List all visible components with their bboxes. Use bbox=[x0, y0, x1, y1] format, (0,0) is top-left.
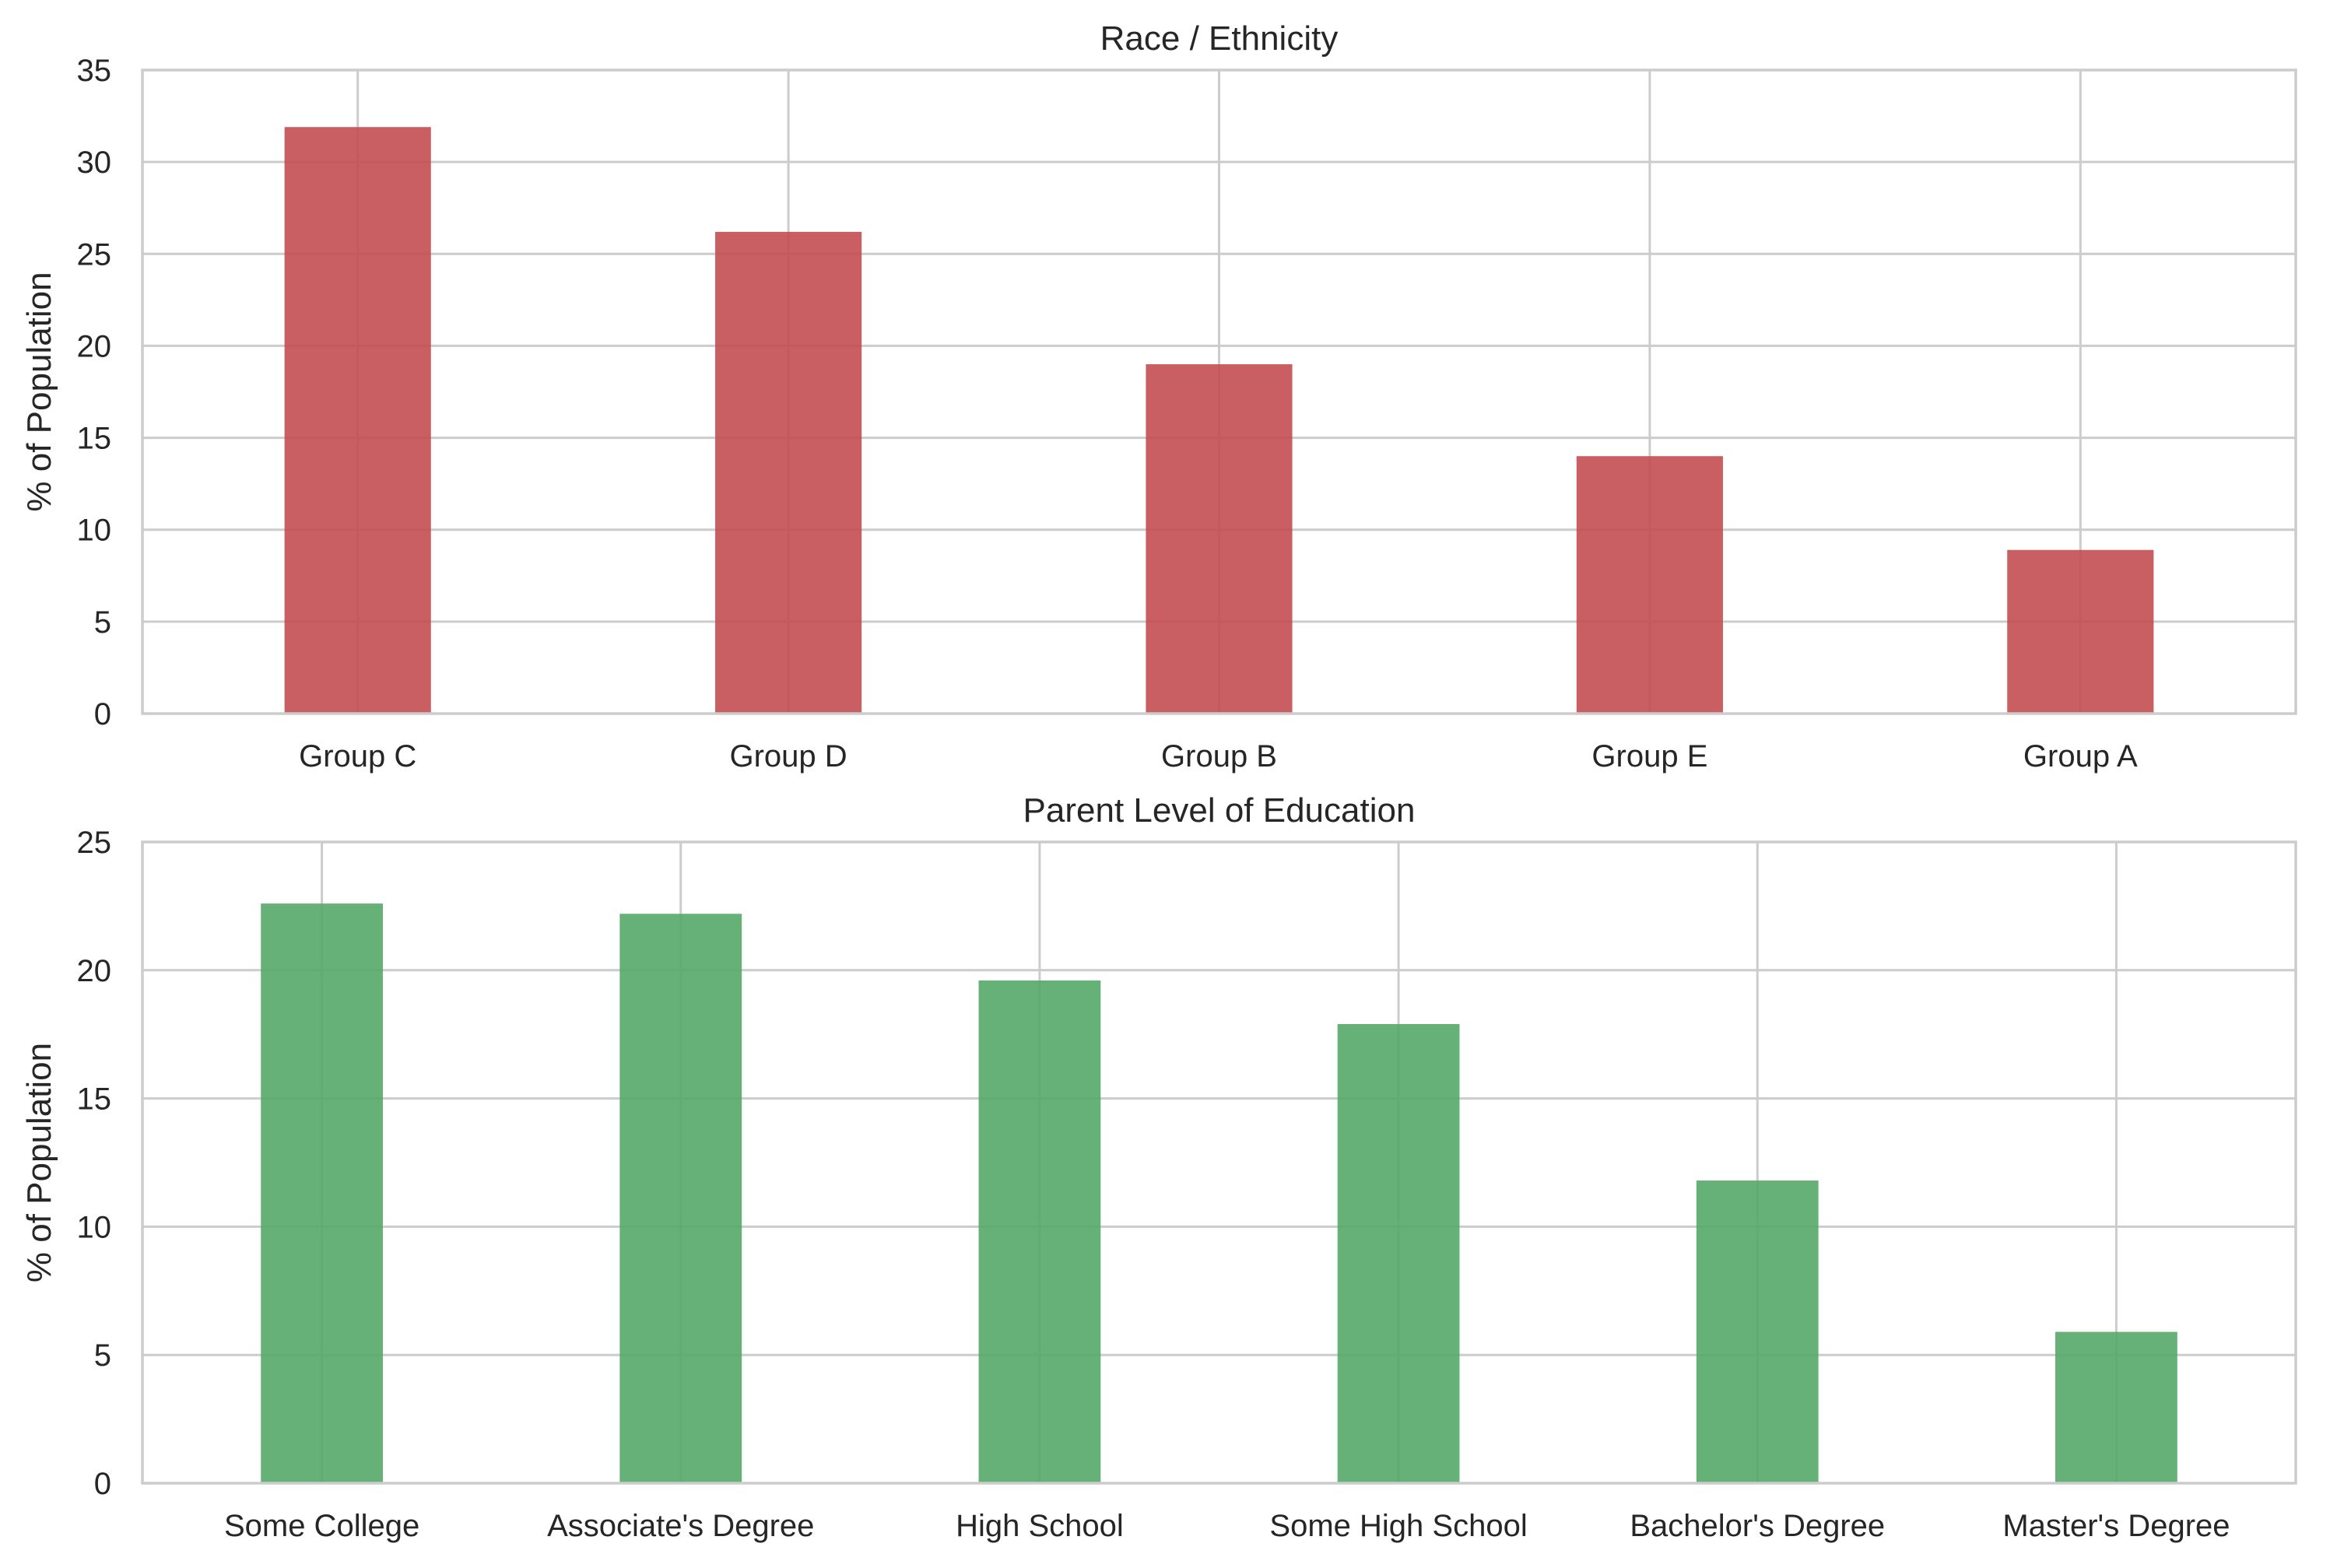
y-axis-label: % of Population bbox=[20, 1043, 58, 1282]
bar-some-high-school bbox=[1337, 1024, 1460, 1483]
chart-title: Race / Ethnicity bbox=[1100, 19, 1339, 58]
y-tick-label: 25 bbox=[77, 237, 112, 272]
x-tick-label: Associate's Degree bbox=[547, 1509, 814, 1543]
y-tick-label: 30 bbox=[77, 146, 112, 180]
bar-group-c bbox=[284, 127, 431, 714]
bar-bachelor-s-degree bbox=[1696, 1180, 1819, 1483]
y-tick-label: 0 bbox=[94, 1467, 111, 1501]
x-tick-label: High School bbox=[956, 1509, 1124, 1543]
x-tick-label: Group D bbox=[730, 739, 847, 773]
grid bbox=[142, 68, 2296, 715]
x-tick-label: Master's Degree bbox=[2002, 1509, 2230, 1543]
x-tick-label: Group C bbox=[299, 739, 416, 773]
bar-group-a bbox=[2007, 549, 2154, 714]
x-tick-label: Some College bbox=[224, 1509, 419, 1543]
y-tick-label: 5 bbox=[94, 605, 111, 640]
x-tick-label: Group A bbox=[2023, 739, 2138, 773]
bar-group-b bbox=[1146, 364, 1293, 714]
y-tick-label: 10 bbox=[77, 1210, 112, 1244]
y-tick-label: 0 bbox=[94, 697, 111, 731]
y-tick-label: 25 bbox=[77, 826, 112, 860]
parent-education-chart: Parent Level of Education % of Populatio… bbox=[20, 791, 2297, 1543]
y-tick-label: 5 bbox=[94, 1338, 111, 1373]
axes-frame bbox=[141, 68, 2297, 715]
grid bbox=[142, 840, 2296, 1485]
y-tick-label: 20 bbox=[77, 329, 112, 363]
y-tick-labels: 0 5 10 15 20 25 bbox=[77, 826, 112, 1501]
y-tick-label: 15 bbox=[77, 1082, 112, 1117]
chart-title: Parent Level of Education bbox=[1023, 791, 1416, 830]
x-tick-labels: Group C Group D Group B Group E Group A bbox=[299, 739, 2138, 773]
x-tick-label: Group E bbox=[1591, 739, 1707, 773]
y-tick-label: 35 bbox=[77, 54, 112, 88]
x-tick-label: Bachelor's Degree bbox=[1630, 1509, 1885, 1543]
y-tick-label: 20 bbox=[77, 954, 112, 988]
y-tick-label: 15 bbox=[77, 422, 112, 456]
bars bbox=[261, 903, 2177, 1483]
bar-associate-s-degree bbox=[619, 914, 742, 1483]
x-tick-label: Group B bbox=[1161, 739, 1277, 773]
race-ethnicity-chart: Race / Ethnicity % of Population 0 5 10 15 2… bbox=[20, 19, 2297, 773]
x-tick-label: Some High School bbox=[1269, 1509, 1527, 1543]
bar-master-s-degree bbox=[2055, 1331, 2177, 1483]
y-axis-label: % of Population bbox=[20, 272, 58, 511]
x-tick-labels: Some College Associate's Degree High Schoo… bbox=[224, 1509, 2230, 1543]
bar-some-college bbox=[261, 903, 383, 1483]
bar-group-e bbox=[1576, 456, 1723, 714]
bars bbox=[284, 127, 2154, 714]
axes-frame bbox=[141, 840, 2297, 1485]
bar-group-d bbox=[715, 231, 862, 714]
bar-high-school bbox=[978, 980, 1101, 1483]
y-tick-label: 10 bbox=[77, 514, 112, 548]
y-tick-labels: 0 5 10 15 20 25 30 35 bbox=[77, 54, 112, 731]
